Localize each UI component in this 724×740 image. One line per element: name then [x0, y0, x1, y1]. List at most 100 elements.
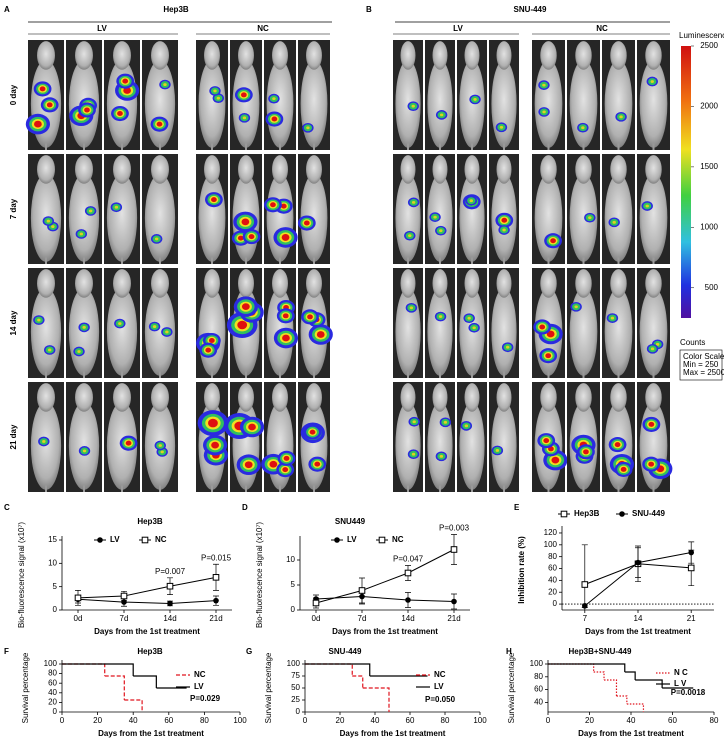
signal: [610, 316, 615, 320]
mouse-tail: [471, 257, 473, 264]
mouse-body: [266, 401, 294, 490]
signal: [645, 204, 649, 208]
mouse-head: [151, 383, 169, 412]
mouse-tail: [159, 485, 161, 492]
mouse-tail: [159, 143, 161, 150]
signal: [542, 110, 546, 114]
signal: [439, 229, 443, 233]
panel-letter: G: [246, 647, 252, 656]
mouse-head: [610, 155, 627, 184]
scale-text: Color Scale: [683, 352, 724, 361]
signal: [152, 325, 157, 329]
y-tick-label: 20: [548, 587, 557, 596]
x-tick-label: 21d: [447, 614, 460, 623]
mouse-image: [66, 268, 102, 378]
mouse-body: [106, 59, 138, 148]
colorbar-tick-label: 500: [705, 283, 719, 292]
mouse-tail: [121, 257, 123, 264]
mouse-head: [75, 269, 93, 298]
signal: [499, 125, 504, 129]
mouse-body: [144, 59, 176, 148]
row-label: 0 day: [9, 84, 18, 105]
group-label: NC: [596, 24, 608, 33]
mouse-image: [28, 268, 64, 378]
signal: [550, 238, 556, 244]
mouse-tail: [45, 257, 47, 264]
mouse-body: [639, 287, 668, 376]
legend-item: NC: [139, 535, 167, 544]
mouse-head: [238, 155, 254, 184]
x-tick-label: 40: [129, 716, 138, 725]
legend-label: NC: [155, 535, 167, 544]
survival-step: [548, 663, 626, 672]
mouse-head: [204, 383, 220, 412]
mouse-head: [645, 269, 662, 298]
survival-step: [593, 671, 605, 680]
mouse-image: [104, 40, 140, 150]
survival-step: [635, 679, 663, 688]
mouse-tail: [471, 143, 473, 150]
mouse-head: [306, 383, 322, 412]
mouse-tail: [503, 371, 505, 378]
mouse-tail: [313, 485, 315, 492]
mouse-head: [113, 41, 131, 70]
signal: [281, 234, 290, 241]
plot-area: [548, 663, 694, 712]
mouse-head: [238, 41, 254, 70]
panel-letter: D: [242, 503, 248, 512]
mouse-image: [393, 268, 423, 378]
signal: [583, 449, 589, 455]
mouse-head: [151, 155, 169, 184]
mouse-tail: [582, 257, 585, 264]
signal: [114, 205, 119, 209]
mouse-image: [457, 40, 487, 150]
legend-item: L V: [656, 679, 687, 688]
signal: [84, 107, 90, 113]
mouse-head: [151, 269, 169, 298]
mouse-tail: [211, 257, 213, 264]
y-tick-label: 15: [48, 535, 57, 544]
mouse-body: [106, 173, 138, 262]
mouse-body: [569, 59, 598, 148]
mouse-image: [637, 154, 670, 264]
mouse-tail: [121, 485, 123, 492]
signal: [163, 83, 167, 87]
mouse-image: [532, 40, 565, 150]
mouse-body: [491, 59, 517, 148]
signal: [241, 303, 250, 311]
mouse-body: [491, 401, 517, 490]
signal: [208, 338, 215, 344]
series-line: [315, 549, 455, 604]
colorbar-unit: Counts: [680, 338, 705, 347]
data-point: [141, 536, 149, 544]
signal: [82, 449, 87, 453]
x-tick-label: 40: [371, 716, 380, 725]
chart: H Hep3B+SNU-449 Days from the 1st treatmen…: [506, 647, 719, 738]
mouse-head: [75, 41, 93, 70]
mouse-tail: [439, 143, 441, 150]
y-tick-label: 25: [291, 695, 300, 704]
data-point: [619, 511, 625, 517]
signal: [244, 461, 253, 469]
mouse-head: [645, 41, 662, 70]
mouse-tail: [439, 485, 441, 492]
mouse-image: [298, 40, 330, 150]
mouse-head: [204, 155, 220, 184]
mouse-head: [75, 155, 93, 184]
signal: [208, 418, 218, 428]
mouse-head: [464, 41, 480, 70]
mouse-body: [106, 287, 138, 376]
survival-step: [616, 695, 628, 704]
x-tick-label: 0d: [74, 614, 83, 623]
x-tick-label: 20: [93, 716, 102, 725]
data-point: [688, 549, 694, 556]
mouse-head: [496, 41, 512, 70]
mouse-image: [425, 40, 455, 150]
panel-letter: A: [4, 5, 10, 14]
signal: [574, 305, 578, 309]
mouse-head: [238, 383, 254, 412]
x-tick-label: 0: [303, 716, 308, 725]
mouse-head: [540, 269, 557, 298]
signal: [88, 209, 93, 213]
signal: [495, 449, 500, 452]
